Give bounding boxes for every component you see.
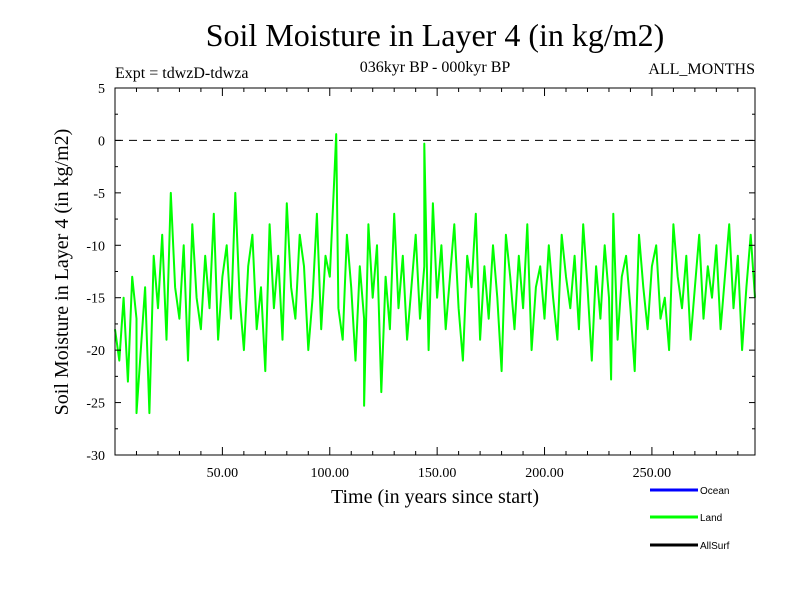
land-series-line — [114, 133, 756, 415]
y-tick-label: 0 — [98, 134, 105, 149]
y-tick-label: -30 — [86, 449, 105, 464]
x-tick-label: 200.00 — [525, 466, 564, 481]
y-tick-label: -20 — [86, 344, 105, 359]
y-tick-label: -5 — [93, 187, 105, 202]
y-tick-label: 5 — [98, 82, 105, 97]
months-label: ALL_MONTHS — [648, 61, 755, 78]
x-tick-label: 100.00 — [311, 466, 350, 481]
x-tick-label: 150.00 — [418, 466, 457, 481]
x-tick-label: 250.00 — [633, 466, 672, 481]
chart-title: Soil Moisture in Layer 4 (in kg/m2) — [206, 17, 665, 53]
chart-legend: Ocean Land AllSurf — [650, 486, 730, 552]
legend-allsurf-label: AllSurf — [700, 541, 730, 552]
y-tick-label: -15 — [86, 292, 105, 307]
plot-area: 5 0 -5 -10 -15 -20 -25 -30 50.00 100.00 150.00 200.… — [86, 82, 756, 481]
legend-ocean-label: Ocean — [700, 486, 729, 497]
legend-land-label: Land — [700, 513, 722, 524]
y-tick-label: -25 — [86, 397, 105, 412]
y-axis-label: Soil Moisture in Layer 4 (in kg/m2) — [51, 129, 73, 416]
expt-label: Expt = tdwzD-tdwza — [115, 65, 248, 82]
y-tick-label: -10 — [86, 239, 105, 254]
x-tick-label: 50.00 — [207, 466, 239, 481]
x-axis-label: Time (in years since start) — [331, 486, 539, 508]
period-label: 036kyr BP - 000kyr BP — [360, 59, 511, 76]
